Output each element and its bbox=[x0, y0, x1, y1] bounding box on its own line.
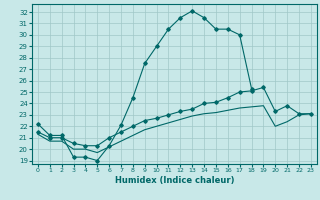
X-axis label: Humidex (Indice chaleur): Humidex (Indice chaleur) bbox=[115, 176, 234, 185]
